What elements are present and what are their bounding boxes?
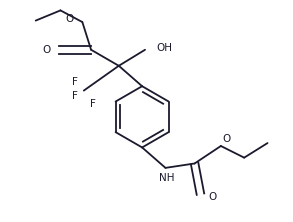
Text: OH: OH — [156, 43, 172, 53]
Text: O: O — [42, 45, 51, 55]
Text: NH: NH — [159, 173, 175, 183]
Text: O: O — [65, 14, 74, 24]
Text: O: O — [223, 134, 231, 144]
Text: F: F — [90, 99, 96, 109]
Text: O: O — [209, 192, 217, 202]
Text: F: F — [72, 77, 78, 87]
Text: F: F — [72, 91, 78, 101]
